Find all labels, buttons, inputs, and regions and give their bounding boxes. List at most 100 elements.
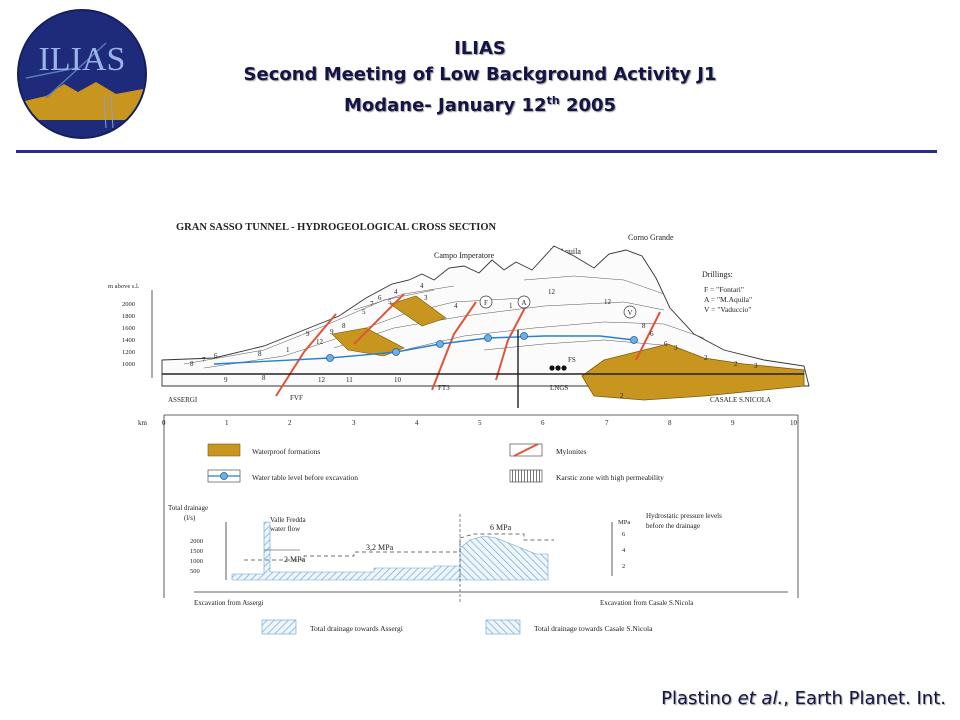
pressure-3-2mpa: 3,2 MPa (366, 543, 394, 552)
drainage-tick-500: 500 (190, 568, 200, 575)
valle-fredda-line2: water flow (270, 525, 301, 533)
elevation-axis-label: m above s.l. (108, 283, 140, 290)
place-casale: CASALE S.NICOLA (710, 396, 771, 404)
svg-text:A: A (521, 299, 526, 307)
km-tick: 1 (225, 419, 229, 427)
section-number: 12 (318, 376, 326, 384)
section-number: 8 (258, 350, 262, 358)
lngs-hall-2 (555, 365, 561, 371)
citation-author: Plastino (661, 688, 738, 709)
section-number: 9 (224, 376, 228, 384)
drill-mark-a: A (517, 295, 531, 309)
km-axis-label: km (138, 419, 148, 427)
section-number: 1 (286, 346, 290, 354)
drainage-ylabel-2: (l/s) (184, 514, 196, 522)
drainage-area-casale (459, 535, 549, 581)
section-number: 2 (620, 392, 624, 400)
peak-campo-imperatore: Campo Imperatore (434, 251, 495, 260)
peak-corno-grande: Corno Grande (628, 233, 674, 242)
drainage-ylabel-1: Total drainage (168, 504, 208, 512)
drainage-tick-2000: 2000 (190, 538, 203, 545)
section-number: 3 (424, 294, 428, 302)
section-number: 9 (330, 328, 334, 336)
legend-casale-swatch (485, 619, 521, 635)
legend-assergi-swatch (261, 619, 297, 635)
header-date-main: Modane- January 12 (343, 95, 547, 116)
km-axis: km 0 1 2 3 4 5 6 7 8 9 10 (138, 414, 799, 598)
drainage-area-assergi (231, 521, 461, 581)
pressure-2mpa: 2 MPa (284, 555, 306, 564)
hydrostatic-label-2: before the drainage (646, 522, 700, 530)
drainage-chart: Total drainage (l/s) 2000 1500 1000 500 … (168, 504, 788, 635)
km-tick: 4 (415, 419, 419, 427)
section-number: 4 (394, 288, 398, 296)
hydrostatic-label-1: Hydrostatic pressure levels (646, 512, 722, 520)
legend-karstic-swatch (509, 469, 543, 483)
elev-tick-2000: 2000 (122, 301, 135, 308)
excavation-from-assergi: Excavation from Assergi (194, 599, 264, 607)
mpa-tick-6: 6 (622, 531, 626, 538)
section-number: 8 (642, 322, 646, 330)
figure-title: GRAN SASSO TUNNEL - HYDROGEOLOGICAL CROS… (176, 222, 497, 233)
km-tick: 8 (668, 419, 672, 427)
section-number: 4 (420, 282, 424, 290)
header-title: ILIAS (454, 38, 506, 59)
section-number: 2 (734, 360, 738, 368)
waterproof-zone-middle (389, 295, 447, 327)
header-date-end: 2005 (559, 95, 617, 116)
drilling-v: V = "Vaduccio" (704, 305, 751, 314)
cross-section-figure: GRAN SASSO TUNNEL - HYDROGEOLOGICAL CROS… (108, 222, 810, 635)
km-tick: 5 (478, 419, 482, 427)
legend-casale-label: Total drainage towards Casale S.Nicola (534, 624, 653, 633)
ilias-logo: ILIAS (17, 9, 147, 139)
km-tick: 10 (790, 419, 798, 427)
logo-text: ILIAS (39, 41, 126, 78)
label-ft3: FT3 (438, 384, 450, 392)
section-number: 7 (370, 300, 374, 308)
section-legend: Waterproof formations Water table level … (207, 443, 664, 483)
elev-tick-1600: 1600 (122, 325, 135, 332)
legend-mylonites-swatch (509, 443, 543, 457)
place-assergi: ASSERGI (168, 396, 198, 404)
km-tick: 7 (605, 419, 609, 427)
drillings-title: Drillings: (702, 270, 733, 279)
section-number: 1 (509, 302, 513, 310)
header-date: Modane- January 12th 2005 (150, 88, 810, 119)
section-number: 6 (378, 294, 382, 302)
excavation-from-casale: Excavation from Casale S.Nicola (600, 599, 694, 607)
header-date-sup: th (546, 94, 560, 107)
valle-fredda-line1: Valle Fredda (270, 516, 306, 524)
legend-waterproof-label: Waterproof formations (252, 447, 320, 456)
section-number: 9 (306, 330, 310, 338)
section-number: 6 (650, 330, 654, 338)
section-number: 2 (704, 354, 708, 362)
mpa-axis-label: MPa (618, 519, 630, 526)
svg-text:F: F (484, 299, 488, 307)
legend-water-table-label: Water table level before excavation (252, 473, 358, 482)
section-number: 11 (346, 376, 353, 384)
mpa-tick-2: 2 (622, 563, 625, 570)
fault-lines (275, 293, 661, 397)
section-number: 8 (262, 374, 266, 382)
km-tick: 0 (162, 419, 166, 427)
svg-text:V: V (627, 309, 632, 317)
legend-mylonites-label: Mylonites (556, 447, 586, 456)
mpa-tick-4: 4 (622, 547, 626, 554)
section-number: 8 (190, 360, 194, 368)
section-number: 5 (362, 308, 366, 316)
section-number: 7 (202, 356, 206, 364)
legend-karstic-label: Karstic zone with high permeability (556, 473, 664, 482)
lngs-hall-3 (561, 365, 567, 371)
elev-tick-1800: 1800 (122, 313, 135, 320)
citation-rest: , Earth Planet. Int. (783, 688, 946, 709)
drill-mark-v: V (623, 305, 637, 319)
section-number: 12 (548, 288, 556, 296)
elev-tick-1400: 1400 (122, 337, 135, 344)
drainage-tick-1000: 1000 (190, 558, 203, 565)
citation: Plastino et al., Earth Planet. Int. (661, 688, 946, 709)
section-number: 5 (388, 298, 392, 306)
km-tick: 6 (541, 419, 545, 427)
legend-water-table-swatch (207, 469, 241, 483)
legend-waterproof-swatch (207, 443, 241, 457)
header-divider (16, 150, 937, 153)
